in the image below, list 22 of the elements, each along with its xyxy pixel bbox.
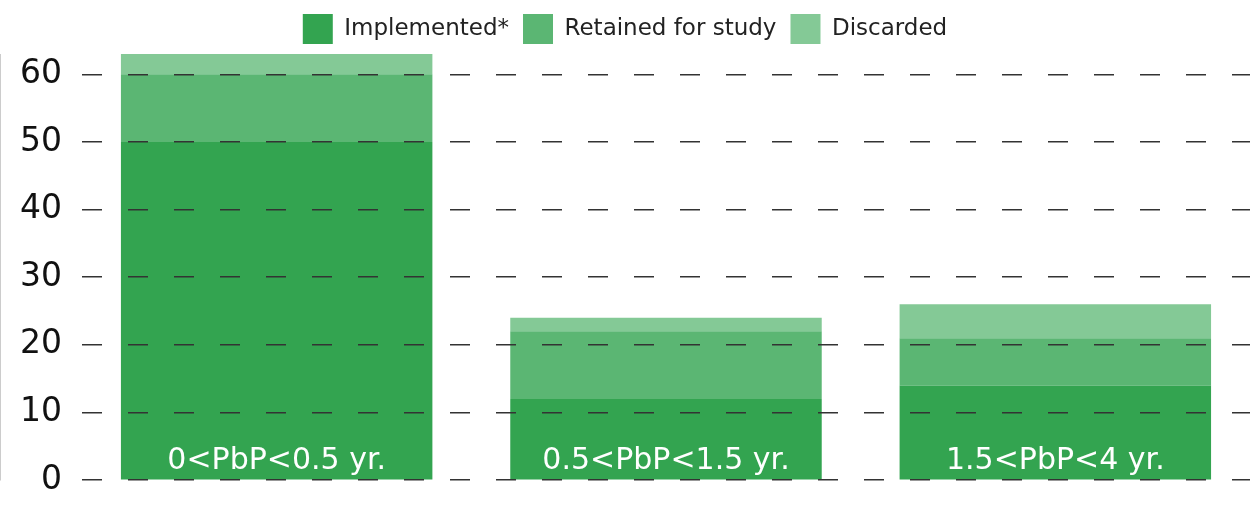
x-tick-label: 0<PbP<0.5 yr.	[167, 441, 387, 476]
y-tick-label: 60	[19, 51, 62, 91]
legend-label: Discarded	[831, 13, 948, 40]
y-tick-label: 40	[19, 187, 62, 227]
y-tick-label: 50	[19, 119, 62, 159]
legend-label: Retained for study	[564, 13, 777, 40]
y-tick-label: 30	[19, 254, 62, 294]
x-tick-label: 0.5<PbP<1.5 yr.	[542, 441, 790, 476]
y-tick-label: 20	[19, 322, 62, 362]
bar	[899, 338, 1212, 386]
bar	[120, 74, 433, 142]
y-tick-label: 10	[19, 390, 62, 430]
y-tick-label: 0	[40, 457, 62, 497]
bar	[899, 385, 1212, 480]
bar	[120, 141, 433, 480]
bar	[510, 331, 822, 400]
bar	[510, 317, 822, 332]
legend-label: Implemented*	[344, 13, 510, 40]
bar	[510, 399, 822, 480]
bar	[120, 54, 433, 75]
x-tick-label: 1.5<PbP<4 yr.	[945, 441, 1165, 476]
bar	[899, 304, 1212, 339]
